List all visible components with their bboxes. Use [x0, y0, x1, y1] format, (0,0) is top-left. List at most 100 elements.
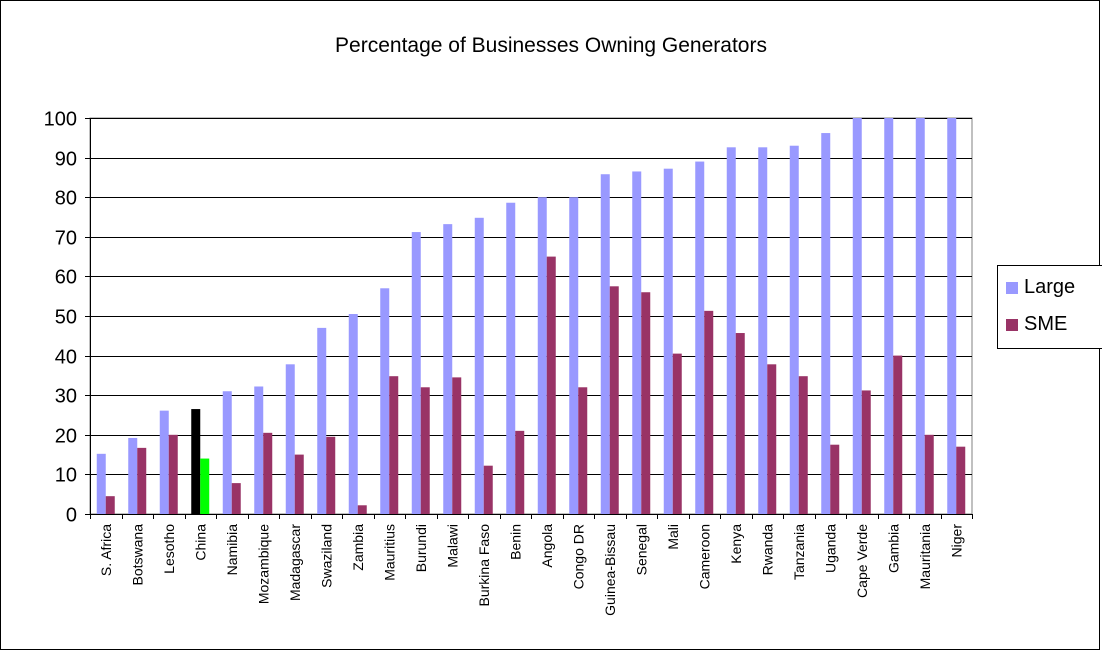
x-tick-label: Niger [948, 524, 964, 558]
bar-large [600, 174, 610, 514]
x-tick-label: Gambia [885, 524, 901, 573]
bar-large [191, 409, 201, 514]
bar-large [317, 327, 327, 514]
x-tick-label: Burkina Faso [476, 524, 492, 607]
y-tick-label: 90 [55, 149, 77, 171]
y-tick-label: 30 [55, 386, 77, 408]
bar-sme [830, 444, 840, 514]
x-tick-label: S. Africa [98, 524, 114, 576]
y-tick-label: 50 [55, 307, 77, 329]
x-tick-label: Congo DR [570, 524, 586, 589]
x-tick-label: Rwanda [759, 524, 775, 576]
bar-sme [956, 446, 966, 514]
x-tick-label: Zambia [350, 524, 366, 571]
bar-sme [861, 390, 871, 514]
bar-large [474, 217, 484, 515]
bar-sme [609, 286, 619, 514]
bar-large [947, 118, 957, 514]
bar-large [569, 197, 579, 514]
bar-large [285, 364, 295, 514]
x-tick-label: Namibia [224, 524, 240, 576]
bar-sme [704, 310, 714, 514]
y-tick-label: 60 [55, 267, 77, 289]
bar-large [821, 133, 831, 514]
bar-sme [672, 353, 682, 514]
bar-large [254, 386, 264, 514]
bar-sme [105, 496, 115, 514]
bar-large [128, 437, 138, 514]
legend-item-large: Large [1006, 276, 1075, 299]
x-tick-label: Swaziland [318, 524, 334, 588]
x-tick-label: Burundi [413, 524, 429, 572]
bar-sme [641, 292, 651, 514]
legend-swatch-large [1006, 281, 1018, 294]
legend-label-large: Large [1024, 276, 1076, 298]
chart-title: Percentage of Businesses Owning Generato… [335, 34, 767, 57]
bar-large [380, 288, 390, 514]
legend-swatch-sme [1006, 318, 1018, 331]
bar-large [726, 147, 736, 514]
x-tick-label: China [192, 524, 208, 561]
x-tick-label: Angola [539, 524, 555, 568]
bar-large [443, 224, 453, 515]
bar-large [411, 232, 421, 514]
y-tick-label: 100 [44, 109, 77, 131]
bar-sme [263, 432, 273, 514]
bar-sme [231, 483, 241, 514]
x-tick-label: Malawi [444, 524, 460, 568]
x-tick-label: Botswana [129, 524, 145, 586]
x-tick-label: Mozambique [255, 524, 271, 604]
bar-large [537, 197, 547, 514]
bar-large [96, 453, 106, 514]
bar-sme [924, 434, 934, 514]
x-tick-label: Senegal [633, 524, 649, 575]
legend-label-sme: SME [1024, 313, 1068, 335]
bar-large [884, 118, 894, 514]
bar-large [915, 118, 925, 514]
y-tick-label: 80 [55, 188, 77, 210]
x-tick-label: Mali [665, 524, 681, 550]
x-tick-label: Mauritania [917, 524, 933, 590]
x-tick-label: Benin [507, 524, 523, 560]
bar-sme [546, 256, 556, 514]
bar-sme [735, 333, 745, 514]
bar-large [159, 410, 169, 514]
chart-legend: Large SME [997, 265, 1102, 349]
bar-large [695, 161, 705, 514]
bar-sme [452, 377, 462, 514]
y-tick-label: 20 [55, 426, 77, 448]
bar-sme [357, 505, 367, 514]
bar-sme [168, 434, 178, 514]
bar-sme [515, 430, 525, 514]
bar-sme [483, 465, 493, 514]
y-tick-label: 70 [55, 228, 77, 250]
bar-large [348, 314, 358, 514]
x-tick-label: Tanzania [791, 524, 807, 580]
legend-item-sme: SME [1006, 313, 1067, 336]
x-tick-label: Guinea-Bissau [602, 524, 618, 616]
bar-large [852, 118, 862, 514]
bar-large [758, 147, 768, 514]
bar-sme [389, 376, 399, 514]
bar-sme [798, 376, 808, 514]
bar-large [632, 171, 642, 514]
x-tick-label: Kenya [728, 524, 744, 564]
x-tick-label: Mauritius [381, 524, 397, 581]
bar-sme [294, 454, 304, 514]
bar-large [222, 391, 232, 514]
bar-sme [420, 387, 430, 514]
x-tick-label: Lesotho [161, 524, 177, 574]
y-tick-label: 0 [66, 505, 77, 527]
bar-sme [200, 458, 210, 514]
y-tick-label: 40 [55, 347, 77, 369]
bar-sme [578, 387, 588, 514]
bar-sme [326, 436, 336, 514]
bar-large [789, 145, 799, 514]
x-tick-label: Uganda [822, 524, 838, 573]
y-tick-label: 10 [55, 465, 77, 487]
bar-large [506, 202, 516, 514]
x-tick-label: Madagascar [287, 524, 303, 601]
bar-sme [767, 364, 777, 514]
x-tick-label: Cape Verde [854, 524, 870, 598]
